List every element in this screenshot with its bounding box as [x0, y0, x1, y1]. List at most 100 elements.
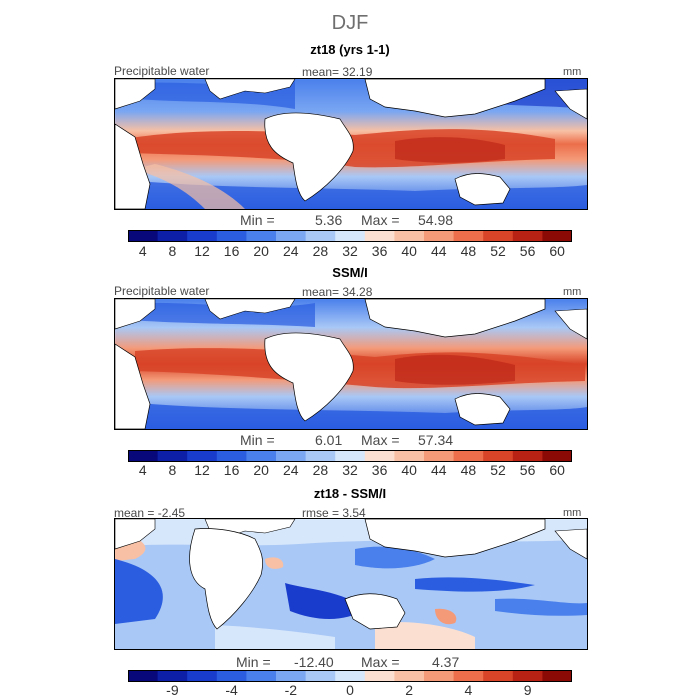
colorbar-tick-label: 56 — [519, 462, 536, 478]
panel-1-map — [114, 78, 588, 210]
colorbar-tick-label: 20 — [253, 243, 269, 259]
colorbar-swatch — [364, 450, 395, 462]
colorbar-tick-label: 48 — [460, 243, 477, 259]
colorbar-tick-label: -2 — [284, 682, 298, 698]
colorbar-tick-label: 28 — [312, 462, 329, 478]
panel-1-min-label: Min = — [240, 212, 275, 228]
colorbar-tick-label: 4 — [464, 682, 473, 698]
colorbar-tick-label: 12 — [194, 243, 210, 259]
colorbar-tick-label: 4 — [138, 243, 147, 259]
colorbar-tick-label: 32 — [342, 243, 358, 259]
colorbar-tick-label: 52 — [490, 243, 506, 259]
panel-3-max-label: Max = — [361, 654, 400, 670]
colorbar-swatch — [128, 450, 159, 462]
colorbar-3-swatches — [128, 670, 572, 682]
colorbar-tick-label: 16 — [223, 243, 240, 259]
colorbar-swatch — [542, 450, 572, 462]
panel-3-mean-label: mean = -2.45 — [114, 506, 186, 520]
colorbar-swatch — [335, 450, 366, 462]
colorbar-frame — [128, 670, 572, 682]
colorbar-tick-label: 48 — [460, 462, 477, 478]
colorbar-swatch — [335, 230, 366, 242]
colorbar-tick-label: 9 — [523, 682, 532, 698]
colorbar-tick-label: 60 — [549, 462, 565, 478]
colorbar-tick-label: 2 — [405, 682, 414, 698]
colorbar-swatch — [157, 450, 188, 462]
colorbar-swatch — [364, 230, 395, 242]
colorbar-swatch — [216, 450, 247, 462]
colorbar-swatch — [246, 230, 277, 242]
panel-1-title: zt18 (yrs 1-1) — [310, 42, 390, 57]
colorbar-swatch — [542, 670, 572, 682]
panel-1-max-value: 54.98 — [418, 212, 454, 228]
colorbar-swatch — [453, 670, 484, 682]
colorbar-swatch — [424, 670, 455, 682]
colorbar-tick-label: 20 — [253, 462, 269, 478]
colorbar-swatch — [157, 230, 188, 242]
panel-2-map — [114, 298, 588, 430]
colorbar-swatch — [276, 450, 307, 462]
colorbar-swatch — [483, 450, 514, 462]
colorbar-swatch — [216, 230, 247, 242]
colorbar-tick-label: 24 — [283, 462, 299, 478]
panel-2-title: SSM/I — [332, 265, 368, 280]
colorbar-2-swatches — [128, 450, 572, 462]
colorbar-tick-label: 12 — [194, 462, 210, 478]
panel-2-max-label: Max = — [361, 432, 400, 448]
panel-3-min-label: Min = — [236, 654, 271, 670]
colorbar-tick-label: 40 — [401, 462, 417, 478]
colorbar-swatch — [305, 670, 336, 682]
panel-2-units: mm — [563, 286, 582, 298]
colorbar-swatch — [335, 670, 366, 682]
colorbar-tick-label: 28 — [312, 243, 329, 259]
colorbar-swatch — [453, 450, 484, 462]
panel-2-max-value: 57.34 — [418, 432, 454, 448]
colorbar-1-swatches — [128, 230, 572, 242]
colorbar-tick-label: 56 — [519, 243, 536, 259]
panel-1-variable-label: Precipitable water — [114, 64, 210, 78]
panel-2-variable-label: Precipitable water — [114, 284, 210, 298]
colorbar-tick-label: 8 — [168, 243, 177, 259]
colorbar-swatch — [512, 450, 543, 462]
panel-2-mean-label: mean= 34.28 — [302, 285, 373, 299]
colorbar-swatch — [364, 670, 395, 682]
colorbar-swatch — [305, 450, 336, 462]
panel-3-field — [115, 519, 587, 649]
colorbar-swatch — [483, 670, 514, 682]
colorbar-frame — [128, 230, 572, 242]
colorbar-tick-label: 44 — [431, 462, 447, 478]
panel-1-mean-label: mean= 32.19 — [302, 65, 373, 79]
colorbar-swatch — [424, 450, 455, 462]
colorbar-swatch — [394, 230, 425, 242]
colorbar-swatch — [542, 230, 572, 242]
panel-2-field — [115, 299, 587, 429]
colorbar-swatch — [424, 230, 455, 242]
colorbar-swatch — [128, 230, 159, 242]
panel-3-title: zt18 - SSM/I — [313, 486, 387, 501]
colorbar-1 — [128, 230, 572, 242]
colorbar-3 — [128, 670, 572, 682]
colorbar-swatch — [187, 230, 218, 242]
season-title: DJF — [331, 12, 369, 34]
colorbar-tick-label: 24 — [283, 243, 299, 259]
colorbar-swatch — [128, 670, 159, 682]
colorbar-swatch — [276, 230, 307, 242]
panel-3-max-value: 4.37 — [432, 654, 460, 670]
colorbar-swatch — [157, 670, 188, 682]
colorbar-tick-label: 16 — [223, 462, 240, 478]
panel-1-min-value: 5.36 — [315, 212, 343, 228]
colorbar-tick-label: 4 — [138, 462, 147, 478]
colorbar-swatch — [187, 670, 218, 682]
colorbar-tick-label: 8 — [168, 462, 177, 478]
colorbar-tick-label: 52 — [490, 462, 506, 478]
panel-1-max-label: Max = — [361, 212, 400, 228]
panel-2-min-value: 6.01 — [315, 432, 343, 448]
colorbar-swatch — [394, 450, 425, 462]
panel-1-units: mm — [563, 66, 582, 78]
colorbar-swatch — [276, 670, 307, 682]
colorbar-swatch — [483, 230, 514, 242]
colorbar-tick-label: 36 — [371, 243, 388, 259]
colorbar-tick-label: -9 — [166, 682, 179, 698]
colorbar-swatch — [187, 450, 218, 462]
colorbar-swatch — [246, 670, 277, 682]
